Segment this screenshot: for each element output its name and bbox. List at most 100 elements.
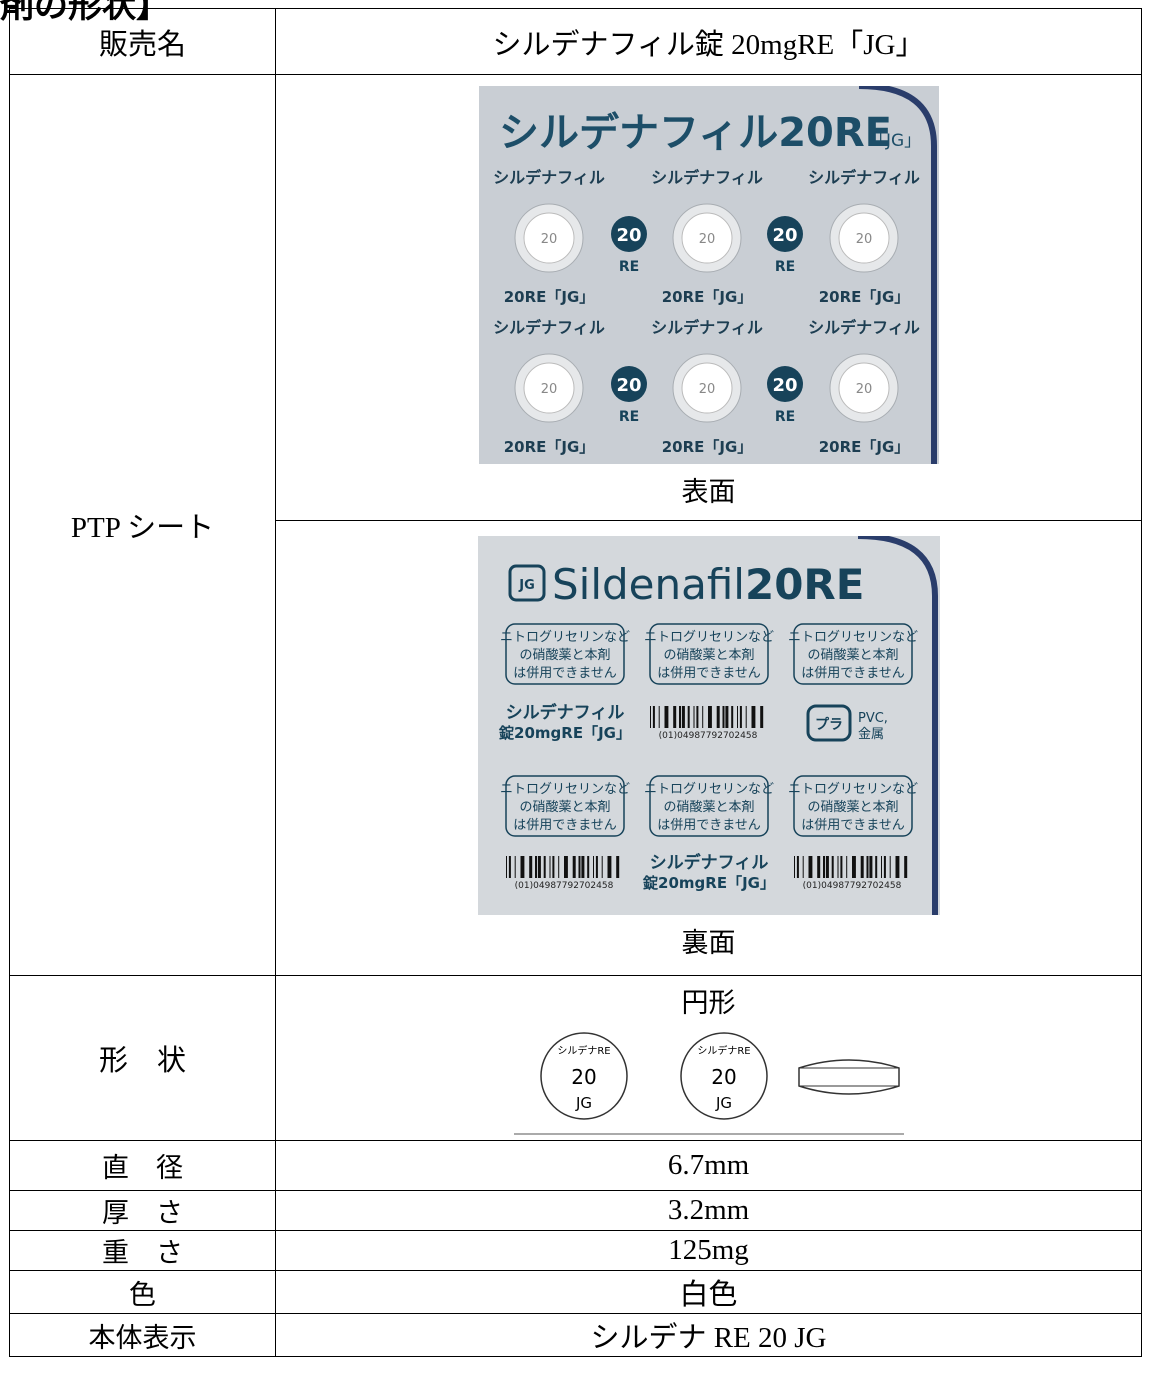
barcode-bar [739, 706, 742, 728]
row: 販売名 シルデナフィル錠 20mgRE「JG」 [9, 8, 1142, 75]
tablet-mark-middle: 20 [571, 1065, 596, 1089]
barcode-bar [816, 856, 820, 878]
pill-label: シルデナフィル [651, 318, 763, 337]
barcode-bar [751, 706, 754, 728]
barcode-bar [595, 856, 598, 878]
barcode-bar [586, 856, 589, 878]
warning-box [792, 775, 913, 837]
barcode-bar [537, 856, 541, 878]
cell-label: 厚 さ [9, 1190, 276, 1231]
barcode-bar [724, 706, 728, 728]
barcode-bar [883, 856, 886, 878]
badge-number: 20 [772, 225, 797, 246]
tablet-side [797, 1058, 900, 1095]
cell-image: シルデナフィル20RE 「JG」 シルデナフィル 20 20RE「JG」 シルデナフィル 2… [275, 74, 1142, 521]
row: JG Sildenafil20RE ニトログリセリンなど の硝酸薬と本剤 は併用できませ… [10, 520, 1142, 976]
pill [523, 212, 574, 264]
pill-label: シルデナフィル [808, 168, 920, 187]
badge-number: 20 [616, 225, 641, 246]
barcode-bar [678, 706, 681, 728]
barcode-bar [508, 856, 511, 878]
badge-code: RE [618, 259, 638, 275]
barcode-bar [831, 856, 834, 878]
barcode-bar [839, 856, 842, 878]
code-label: 20RE「JG」 [503, 438, 594, 456]
pill [838, 362, 889, 414]
barcode-bar [868, 856, 872, 878]
barcode-number: (01)04987792702458 [658, 731, 757, 741]
tablet-mark-bottom: JG [714, 1094, 731, 1112]
barcode-bar [825, 856, 829, 878]
barcode-bar [895, 856, 898, 878]
barcode-bar [845, 856, 847, 878]
logo [508, 564, 545, 602]
recycle-material: PVC, [858, 711, 888, 726]
code-label: 20RE「JG」 [503, 288, 594, 306]
row: 形 状 円形 シルデナRE 20 JG シルデナRE 20 JG [9, 975, 1142, 1141]
tablet-face [679, 1031, 768, 1120]
barcode-bar [687, 706, 690, 728]
cell-image: 円形 シルデナRE 20 JG シルデナRE 20 JG [275, 975, 1142, 1141]
recycle-icon [806, 704, 851, 742]
pill-label: シルデナフィル [808, 318, 920, 337]
barcode-bar [722, 706, 724, 728]
warning-text: ニトログリセリンなど [643, 630, 773, 645]
barcode-bar [652, 706, 655, 728]
recycle-mark: プラ [815, 717, 843, 733]
barcode-bar [851, 856, 855, 878]
barcode-bar [572, 856, 576, 878]
barcode-bar [543, 856, 546, 878]
barcode-bar [701, 706, 703, 728]
row: 重 さ 125mg [9, 1230, 1142, 1271]
cell-value: 125mg [275, 1230, 1142, 1271]
badge [610, 366, 647, 402]
barcode-bar [607, 856, 610, 878]
barcode-bar [759, 706, 763, 728]
barcode-bar [860, 856, 864, 878]
product-name: シルデナフィル [649, 852, 768, 873]
tablet-mark-middle: 20 [711, 1065, 736, 1089]
warning-box [792, 623, 913, 685]
pill [838, 212, 889, 264]
pill-label: シルデナフィル [651, 168, 763, 187]
warning-text: は併用できません [657, 818, 761, 833]
barcode-bar [889, 856, 891, 878]
badge-code: RE [774, 409, 794, 425]
tablet-drawing: シルデナRE 20 JG シルデナRE 20 JG [513, 1031, 904, 1134]
barcode-bar [736, 706, 738, 728]
cell-label: 販売名 [9, 8, 276, 75]
barcode-bar [666, 706, 668, 728]
barcode-bar [874, 856, 877, 878]
product-name: シルデナフィル [505, 702, 624, 723]
warning-text: は併用できません [801, 666, 905, 681]
barcode-bar [707, 706, 711, 728]
row: 色白色 [9, 1270, 1142, 1314]
badge [610, 216, 647, 252]
warning-text: ニトログリセリンなど [499, 630, 629, 645]
barcode-bar [822, 856, 825, 878]
pill-mark: 20 [698, 232, 715, 247]
warning-text: の硝酸薬と本剤 [519, 799, 610, 815]
pill [681, 362, 732, 414]
warning-text: の硝酸薬と本剤 [807, 799, 898, 815]
badge-number: 20 [616, 375, 641, 396]
code-label: 20RE「JG」 [661, 438, 752, 456]
warning-text: ニトログリセリンなど [643, 782, 773, 797]
barcode-bar [557, 856, 559, 878]
sheet-heading: シルデナフィル20RE [499, 110, 892, 156]
sheet-heading: Sildenafil20RE [552, 560, 864, 609]
code-label: 20RE「JG」 [818, 438, 909, 456]
sheet-edge [857, 536, 938, 915]
ptp-front-image: シルデナフィル20RE「JG」シルデナフィル2020RE「JG」シルデナフィル2… [478, 86, 939, 464]
barcode-bar [866, 856, 868, 878]
barcode-bar [566, 856, 568, 878]
cell-label: PTP シート [9, 74, 276, 976]
warning-text: の硝酸薬と本剤 [663, 647, 754, 663]
barcode-bar [808, 856, 811, 878]
badge-number: 20 [772, 375, 797, 396]
barcode-bar [716, 706, 720, 728]
logo-text: JG [518, 578, 535, 593]
tablet-mark-top: シルデナRE [697, 1044, 750, 1057]
barcode-bar [592, 856, 594, 878]
